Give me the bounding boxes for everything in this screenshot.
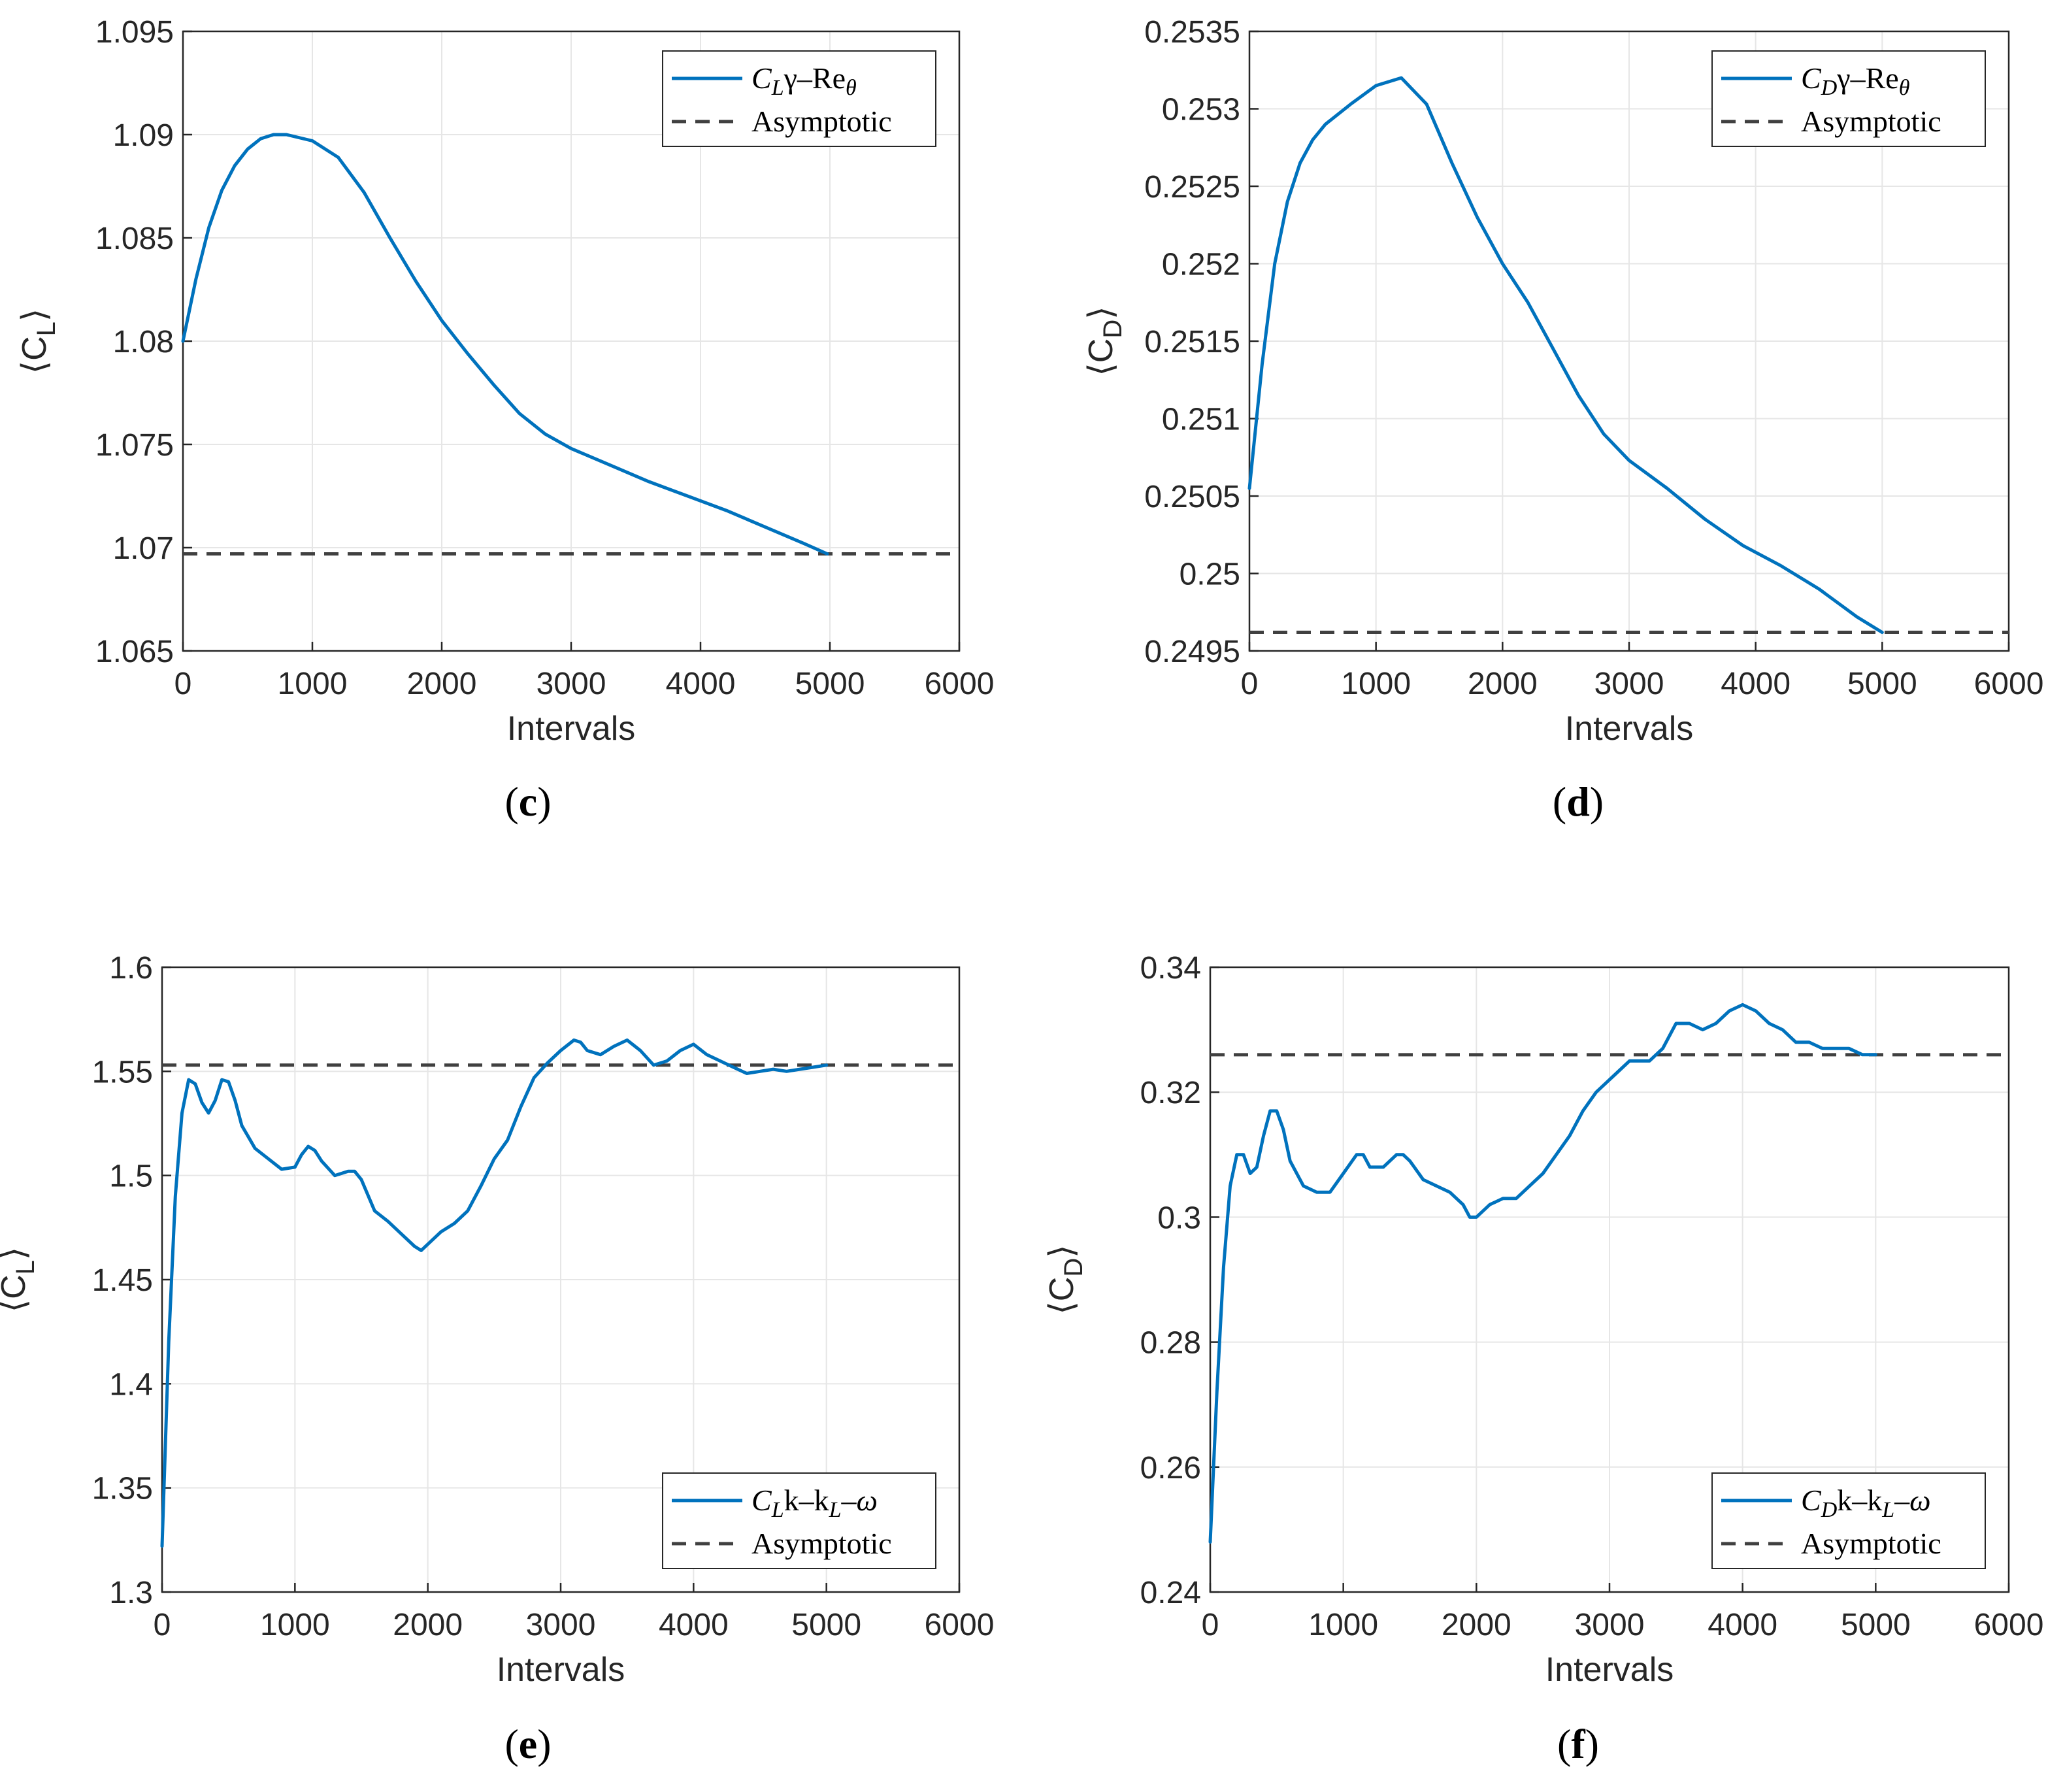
x-tick-label: 3000 xyxy=(526,1608,596,1642)
y-tick-label: 0.2505 xyxy=(1144,480,1240,514)
y-tick-label: 1.6 xyxy=(109,951,153,986)
y-tick-label: 0.26 xyxy=(1140,1451,1201,1485)
legend-series-label: CDγ–Reθ xyxy=(1801,61,1909,100)
x-tick-label: 5000 xyxy=(1847,667,1917,701)
legend-box xyxy=(1711,50,1986,147)
panel-caption: (e) xyxy=(504,1721,551,1767)
x-tick-label: 3000 xyxy=(1575,1608,1645,1642)
x-tick-label: 2000 xyxy=(1442,1608,1511,1642)
legend-box xyxy=(1711,1472,1986,1569)
x-tick-label: 0 xyxy=(1241,667,1259,701)
x-axis-label: Intervals xyxy=(507,710,636,748)
x-axis-label: Intervals xyxy=(1565,710,1694,748)
x-tick-label: 1000 xyxy=(1341,667,1411,701)
legend: CLk–kL–ω Asymptotic xyxy=(662,1472,936,1569)
y-tick-label: 1.4 xyxy=(109,1367,153,1402)
y-tick-label: 0.25 xyxy=(1180,557,1240,592)
y-tick-label: 0.3 xyxy=(1157,1201,1201,1235)
legend-box xyxy=(662,1472,936,1569)
y-tick-label: 0.252 xyxy=(1162,248,1240,282)
x-tick-label: 6000 xyxy=(1974,667,2044,701)
y-axis-label: ⟨CL⟩ xyxy=(0,1247,40,1312)
chart-panel-f: 0 1000 2000 3000 4000 5000 6000 0.24 0.26 0.28 0.3… xyxy=(1043,951,2043,1767)
y-tick-label: 1.07 xyxy=(113,531,174,566)
x-tick-label: 2000 xyxy=(1468,667,1538,701)
x-tick-label: 6000 xyxy=(925,667,995,701)
chart-panel-e: 0 1000 2000 3000 4000 5000 6000 1.3 1.35 1.4 1.45 1… xyxy=(0,951,994,1767)
x-tick-label: 1000 xyxy=(1308,1608,1378,1642)
y-axis-label: ⟨CL⟩ xyxy=(16,308,61,374)
x-tick-label: 4000 xyxy=(666,667,736,701)
series-line xyxy=(1247,76,1884,635)
x-tick-label: 1000 xyxy=(260,1608,330,1642)
y-tick-label: 1.5 xyxy=(109,1159,153,1194)
legend-asymptotic-label: Asymptotic xyxy=(1801,105,1941,138)
x-axis-label: Intervals xyxy=(1545,1651,1674,1689)
series-line xyxy=(1208,1003,1877,1544)
x-tick-label: 5000 xyxy=(791,1608,861,1642)
legend-asymptotic-label: Asymptotic xyxy=(751,1527,892,1560)
x-tick-label: 0 xyxy=(1202,1608,1219,1642)
legend: CLγ–Reθ Asymptotic xyxy=(662,50,936,147)
x-tick-label: 2000 xyxy=(393,1608,463,1642)
y-tick-label: 0.32 xyxy=(1140,1076,1201,1110)
legend-asymptotic-label: Asymptotic xyxy=(751,105,892,138)
x-tick-label: 5000 xyxy=(795,667,865,701)
y-tick-label: 0.251 xyxy=(1162,403,1240,437)
y-tick-label: 0.24 xyxy=(1140,1576,1201,1610)
x-tick-label: 4000 xyxy=(1708,1608,1777,1642)
y-tick-label: 0.2535 xyxy=(1144,15,1240,50)
y-tick-label: 0.28 xyxy=(1140,1326,1201,1361)
x-tick-label: 4000 xyxy=(659,1608,729,1642)
y-tick-label: 1.3 xyxy=(109,1576,153,1610)
chart-panel-c: 0 1000 2000 3000 4000 5000 6000 1.065 1.07 1.075 1… xyxy=(16,15,994,825)
y-tick-label: 1.095 xyxy=(95,15,174,50)
legend: CDγ–Reθ Asymptotic xyxy=(1711,50,1986,147)
series-line xyxy=(181,133,829,556)
y-axis-label: ⟨CD⟩ xyxy=(1082,306,1127,376)
y-tick-label: 1.55 xyxy=(92,1055,153,1089)
x-tick-label: 6000 xyxy=(925,1608,995,1642)
legend-asymptotic-label: Asymptotic xyxy=(1801,1527,1941,1560)
y-tick-label: 1.35 xyxy=(92,1472,153,1506)
legend-series-label: CDk–kL–ω xyxy=(1801,1484,1931,1522)
x-tick-label: 0 xyxy=(174,667,192,701)
legend-box xyxy=(662,50,936,147)
panel-caption: (d) xyxy=(1553,778,1604,825)
chart-panel-d: 0 1000 2000 3000 4000 5000 6000 0.2495 0.25 0.250… xyxy=(1082,15,2043,825)
x-tick-label: 0 xyxy=(154,1608,171,1642)
y-axis-label: ⟨CD⟩ xyxy=(1043,1244,1088,1314)
legend: CDk–kL–ω Asymptotic xyxy=(1711,1472,1986,1569)
y-tick-label: 0.2515 xyxy=(1144,325,1240,359)
panel-caption: (f) xyxy=(1557,1721,1599,1767)
y-tick-label: 0.34 xyxy=(1140,951,1201,986)
y-tick-label: 0.253 xyxy=(1162,93,1240,127)
x-axis-label: Intervals xyxy=(497,1651,625,1689)
x-tick-label: 3000 xyxy=(536,667,606,701)
x-tick-label: 1000 xyxy=(278,667,348,701)
x-tick-label: 3000 xyxy=(1594,667,1664,701)
x-tick-label: 2000 xyxy=(407,667,477,701)
y-tick-label: 0.2525 xyxy=(1144,170,1240,205)
y-tick-label: 1.065 xyxy=(95,635,174,669)
panel-caption: (c) xyxy=(504,778,551,825)
legend-series-label: CLk–kL–ω xyxy=(751,1484,878,1522)
y-tick-label: 1.45 xyxy=(92,1263,153,1298)
legend-series-label: CLγ–Reθ xyxy=(751,61,857,100)
x-tick-label: 5000 xyxy=(1841,1608,1911,1642)
y-tick-label: 1.08 xyxy=(113,325,174,359)
x-tick-label: 6000 xyxy=(1974,1608,2044,1642)
y-tick-label: 1.085 xyxy=(95,222,174,256)
x-tick-label: 4000 xyxy=(1721,667,1791,701)
y-tick-label: 1.075 xyxy=(95,428,174,463)
series-line xyxy=(160,1038,829,1548)
y-tick-label: 0.2495 xyxy=(1144,635,1240,669)
y-tick-label: 1.09 xyxy=(113,118,174,153)
